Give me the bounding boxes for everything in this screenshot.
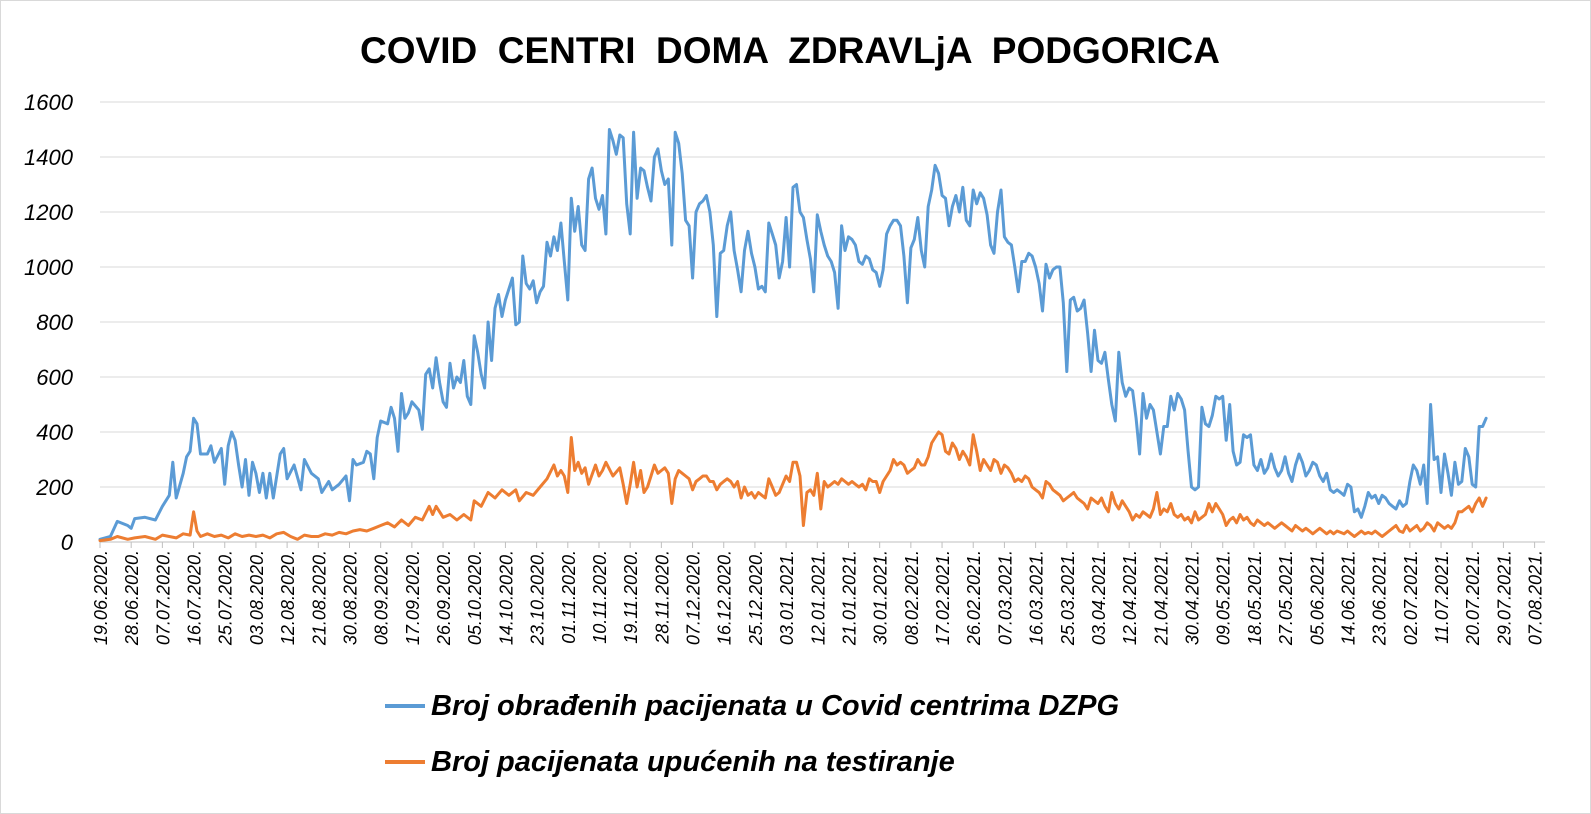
x-tick-label: 30.01.2021. xyxy=(871,550,891,645)
x-tick-label: 07.12.2020. xyxy=(684,550,704,645)
x-tick-label: 12.04.2021. xyxy=(1120,550,1140,645)
x-tick-label: 21.01.2021. xyxy=(839,550,859,646)
x-tick-label: 30.04.2021. xyxy=(1183,550,1203,645)
x-tick-label: 10.11.2020. xyxy=(590,550,610,644)
x-tick-label: 07.03.2021. xyxy=(995,550,1015,645)
y-tick-label: 200 xyxy=(35,475,73,500)
x-tick-label: 05.10.2020. xyxy=(465,550,485,645)
x-tick-label: 29.07.2021. xyxy=(1494,550,1514,646)
x-tick-label: 28.11.2020. xyxy=(652,550,672,645)
x-tick-label: 14.10.2020. xyxy=(496,550,516,645)
x-tick-label: 07.07.2020. xyxy=(153,550,173,645)
legend-swatch-series-1 xyxy=(385,704,425,708)
x-tick-label: 21.04.2021. xyxy=(1151,550,1171,646)
x-tick-label: 02.07.2021. xyxy=(1401,550,1421,645)
x-tick-label: 19.11.2020. xyxy=(621,550,641,644)
x-tick-label: 01.11.2020. xyxy=(559,550,579,644)
x-tick-label: 07.08.2021. xyxy=(1526,550,1546,645)
x-tick-label: 03.08.2020. xyxy=(247,550,267,645)
series-line-1 xyxy=(98,128,1488,541)
x-tick-label: 25.07.2020. xyxy=(216,550,236,646)
x-tick-label: 27.05.2021. xyxy=(1276,550,1296,646)
x-tick-label: 30.08.2020. xyxy=(340,550,360,645)
x-tick-label: 16.03.2021. xyxy=(1027,550,1047,645)
x-tick-label: 20.07.2021. xyxy=(1463,550,1483,646)
y-axis-tick-labels: 0 200 400 600 800 1000 1200 1400 1600 xyxy=(24,90,74,555)
x-tick-label: 16.07.2020. xyxy=(185,550,205,645)
x-tick-label: 11.07.2021. xyxy=(1432,550,1452,644)
y-tick-label: 1600 xyxy=(24,90,74,115)
legend-label-series-1: Broj obrađenih pacijenata u Covid centri… xyxy=(431,689,1120,722)
y-tick-label: 400 xyxy=(36,420,73,445)
y-tick-label: 0 xyxy=(61,530,74,555)
x-tick-label: 26.09.2020. xyxy=(434,550,454,646)
x-tick-label: 12.08.2020. xyxy=(278,550,298,645)
x-tick-label: 18.05.2021. xyxy=(1245,550,1265,645)
x-tick-label: 28.06.2020. xyxy=(122,550,142,646)
x-tick-label: 08.09.2020. xyxy=(372,550,392,645)
x-tick-label: 23.10.2020. xyxy=(528,550,548,646)
x-axis-tick-labels: 19.06.2020. 28.06.2020. 07.07.2020. 16.07.2… xyxy=(91,542,1546,646)
x-tick-label: 09.05.2021. xyxy=(1214,550,1234,645)
y-tick-label: 800 xyxy=(36,310,73,335)
x-tick-label: 19.06.2020. xyxy=(91,550,111,645)
x-tick-label: 25.12.2020. xyxy=(746,550,766,646)
x-tick-label: 12.01.2021. xyxy=(808,550,828,645)
legend-item-series-2: Broj pacijenata upućenih na testiranje xyxy=(385,742,955,782)
x-tick-label: 23.06.2021. xyxy=(1370,550,1390,646)
x-tick-label: 05.06.2021. xyxy=(1307,550,1327,645)
x-tick-label: 17.09.2020. xyxy=(403,550,423,645)
x-tick-label: 26.02.2021. xyxy=(964,550,984,646)
y-tick-label: 1000 xyxy=(24,255,74,280)
gridlines xyxy=(100,101,1545,543)
x-tick-label: 08.02.2021. xyxy=(902,550,922,645)
y-tick-label: 600 xyxy=(36,365,73,390)
series-line-2 xyxy=(98,430,1488,543)
x-tick-label: 03.01.2021. xyxy=(777,550,797,645)
x-tick-label: 25.03.2021. xyxy=(1058,550,1078,646)
y-tick-label: 1200 xyxy=(24,200,74,225)
chart-plot: 0 200 400 600 800 1000 1200 1400 1600 19.06.2020… xyxy=(24,90,1546,646)
x-tick-label: 17.02.2021. xyxy=(933,550,953,645)
legend-item-series-1: Broj obrađenih pacijenata u Covid centri… xyxy=(385,686,1119,726)
legend-swatch-series-2 xyxy=(385,760,425,764)
legend-label-series-2: Broj pacijenata upućenih na testiranje xyxy=(431,745,955,778)
x-tick-label: 14.06.2021. xyxy=(1338,550,1358,645)
x-tick-label: 03.04.2021. xyxy=(1089,550,1109,645)
x-tick-label: 16.12.2020. xyxy=(715,550,735,645)
y-tick-label: 1400 xyxy=(24,145,74,170)
chart-title: COVID CENTRI DOMA ZDRAVLjA PODGORICA xyxy=(360,30,1220,71)
x-tick-label: 21.08.2020. xyxy=(309,550,329,646)
series-lines xyxy=(98,128,1488,543)
